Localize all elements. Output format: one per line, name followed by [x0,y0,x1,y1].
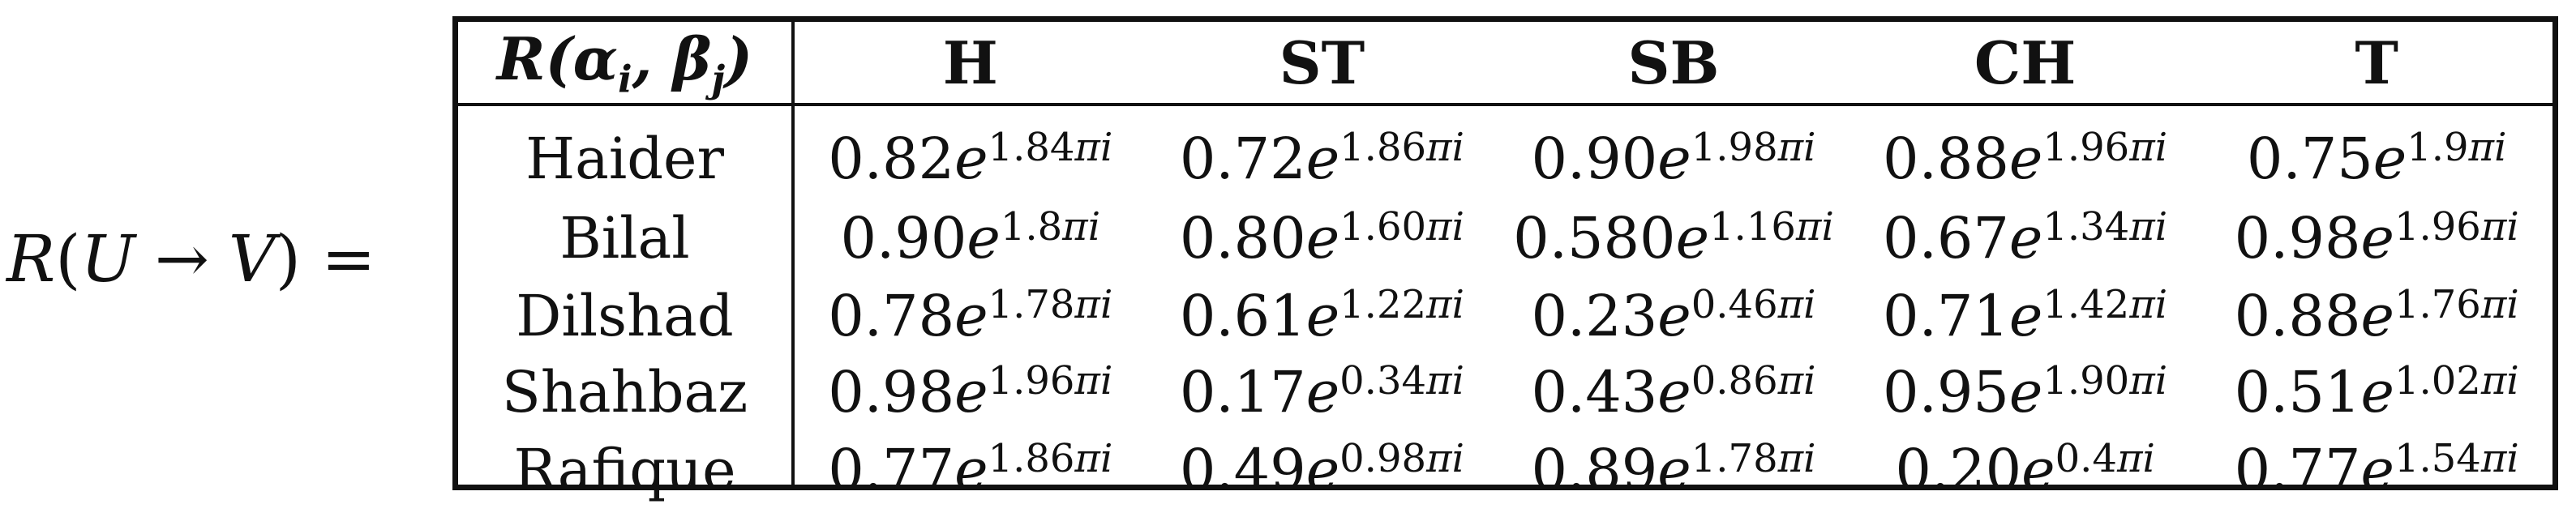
column-header-t: T [2355,28,2398,97]
table-cell: 0.95 e 1.90πi [1883,358,2168,425]
table-cell: 0.88 e 1.96πi [1883,125,2168,192]
table-cell: 0.82 e 1.84πi [828,125,1113,192]
row-label-shahbaz: Shahbaz [501,359,748,425]
row-label-rafique: Rafique [513,437,736,503]
corner-label: R(αi, βj) [496,24,753,101]
table-cell: 0.78 e 1.78πi [828,282,1113,349]
row-label-bilal: Bilal [559,205,690,271]
column-header-h: H [942,28,998,97]
table-header-row [458,22,2552,106]
table-cell: 0.89 e 1.78πi [1531,436,1816,503]
column-header-st: ST [1279,28,1365,97]
table-cell: 0.98 e 1.96πi [828,358,1113,425]
table-cell: 0.72 e 1.86πi [1179,125,1464,192]
row-label-dilshad: Dilshad [516,283,734,349]
table-cell: 0.71 e 1.42πi [1883,282,2168,349]
table-cell: 0.77 e 1.54πi [2234,436,2519,503]
table-cell: 0.98 e 1.96πi [2234,204,2519,271]
table-cell: 0.580 e 1.16πi [1513,204,1834,271]
table-cell: 0.67 e 1.34πi [1883,204,2168,271]
relation-matrix-table: R(αi, βj) H ST SB CH T Haider 0.82 e 1.84πi 0.72… [452,16,2558,503]
table-cell: 0.43 e 0.86πi [1531,358,1816,425]
table-cell: 0.61 e 1.22πi [1179,282,1464,349]
table-cell: 0.75 e 1.9πi [2246,125,2507,192]
column-header-sb: SB [1627,28,1720,97]
equation-lhs: R(U → V) = [6,221,376,297]
column-header-ch: CH [1974,28,2077,97]
row-label-haider: Haider [525,126,724,192]
table-cell: 0.23 e 0.46πi [1531,282,1816,349]
table-cell: 0.51 e 1.02πi [2234,358,2519,425]
table-cell: 0.17 e 0.34πi [1179,358,1464,425]
table-cell: 0.88 e 1.76πi [2234,282,2519,349]
table-cell: 0.90 e 1.8πi [840,204,1101,271]
table-cell: 0.80 e 1.60πi [1179,204,1464,271]
table-vertical-divider [791,22,795,485]
table-cell: 0.20 e 0.4πi [1895,436,2155,503]
table-cell: 0.77 e 1.86πi [828,436,1113,503]
table-cell: 0.90 e 1.98πi [1531,125,1816,192]
table-cell: 0.49 e 0.98πi [1179,436,1464,503]
